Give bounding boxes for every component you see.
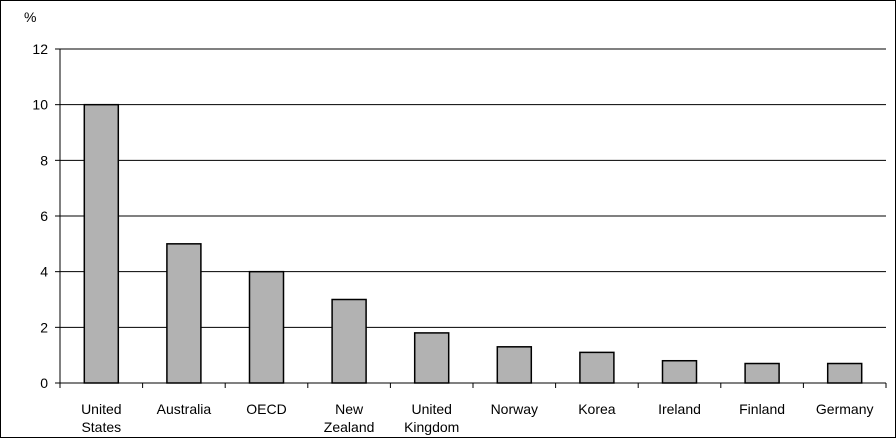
x-tick-label: Germany bbox=[816, 401, 874, 417]
y-axis: 0 2 4 6 8 10 12 bbox=[32, 41, 61, 391]
x-tick-label-line: Ireland bbox=[658, 401, 701, 417]
x-tick-label-line: United bbox=[411, 401, 451, 417]
x-tick-label-line: New bbox=[335, 401, 364, 417]
bar bbox=[744, 362, 780, 384]
y-axis-label: % bbox=[24, 9, 36, 25]
x-tick-label-line: Finland bbox=[739, 401, 785, 417]
bar bbox=[413, 332, 450, 384]
x-tick-label: Finland bbox=[739, 401, 785, 417]
bar bbox=[166, 243, 202, 384]
x-tick-label: Australia bbox=[157, 401, 212, 417]
bar bbox=[496, 346, 533, 384]
y-tick-label: 12 bbox=[32, 41, 48, 57]
x-tick-label-line: Korea bbox=[578, 401, 616, 417]
x-tick-label-line: Australia bbox=[157, 401, 212, 417]
x-tick-label: United States bbox=[81, 401, 121, 435]
x-tick-label-line: Norway bbox=[491, 401, 538, 417]
y-tick-label: 4 bbox=[40, 264, 48, 280]
bar bbox=[579, 351, 615, 384]
x-axis: United States Australia OECD New Zealand Unite… bbox=[59, 382, 887, 435]
bar bbox=[83, 103, 120, 384]
bar bbox=[248, 270, 285, 384]
y-tick-label: 10 bbox=[32, 97, 48, 113]
x-tick-label: Norway bbox=[491, 401, 538, 417]
y-tick-label: 2 bbox=[40, 319, 48, 335]
x-tick-label-line: OECD bbox=[246, 401, 286, 417]
x-tick-label-line: Germany bbox=[816, 401, 874, 417]
x-tick-label-line: States bbox=[81, 419, 121, 435]
bars bbox=[83, 103, 863, 384]
bar bbox=[331, 298, 367, 384]
x-tick-label-line: Kingdom bbox=[404, 419, 459, 435]
x-tick-label-line: Zealand bbox=[324, 419, 375, 435]
x-tick-label-line: United bbox=[81, 401, 121, 417]
x-tick-label: United Kingdom bbox=[404, 401, 459, 435]
y-tick-label: 6 bbox=[40, 208, 48, 224]
y-tick-label: 0 bbox=[40, 375, 48, 391]
x-tick-label: Ireland bbox=[658, 401, 701, 417]
bar bbox=[826, 362, 863, 384]
x-tick-label: New Zealand bbox=[324, 401, 375, 435]
bar bbox=[661, 359, 698, 384]
x-tick-label: Korea bbox=[578, 401, 616, 417]
x-tick-label: OECD bbox=[246, 401, 286, 417]
y-tick-label: 8 bbox=[40, 152, 48, 168]
